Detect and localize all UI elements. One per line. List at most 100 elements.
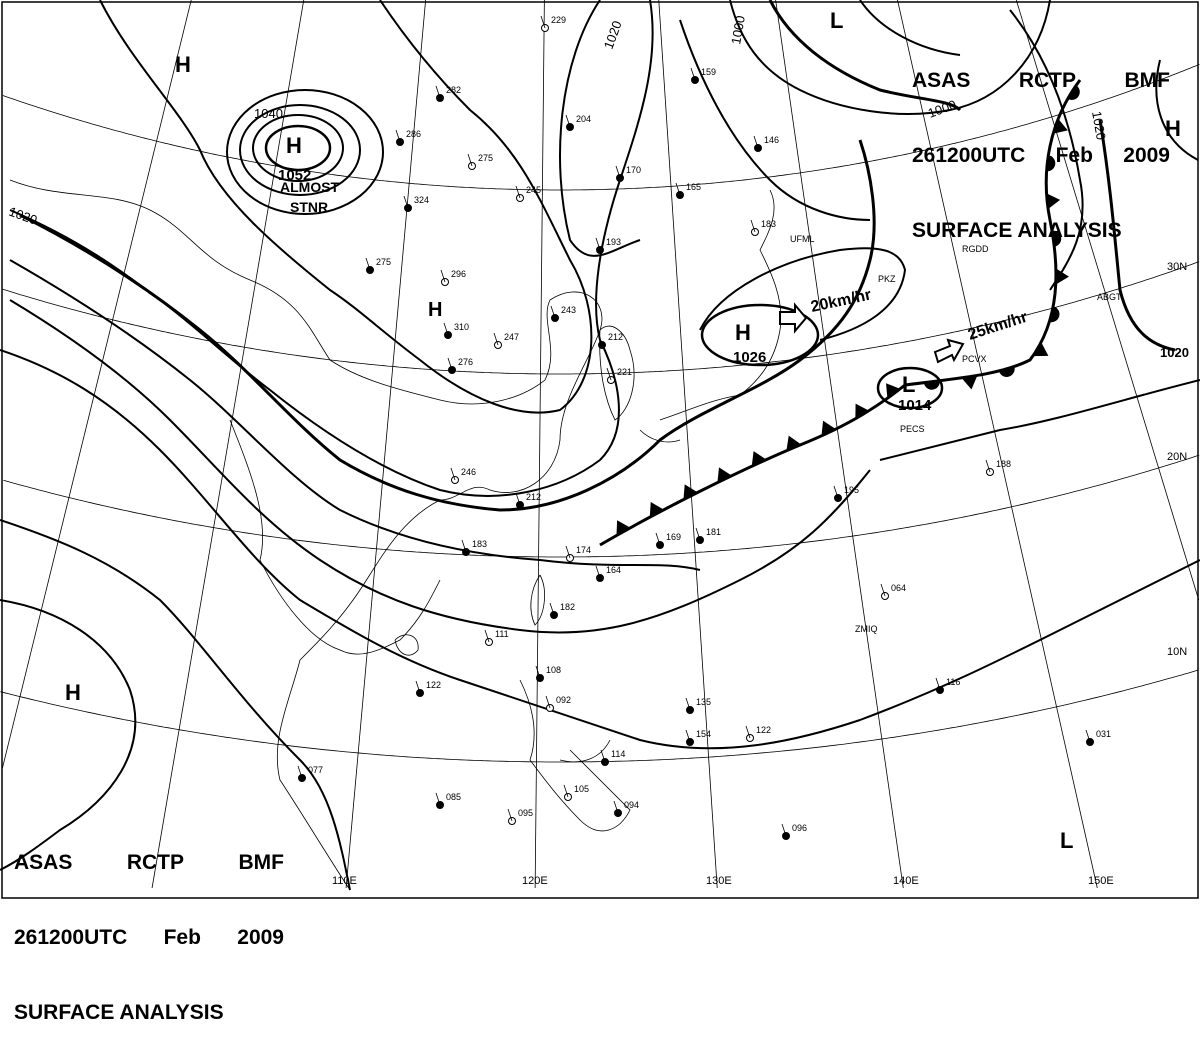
station-pressure: 324 xyxy=(414,195,429,205)
station-pressure: 275 xyxy=(478,153,493,163)
meridian-line xyxy=(151,0,305,889)
station-pressure: 310 xyxy=(454,322,469,332)
low-center-value: 1014 xyxy=(898,397,932,414)
front-triangle xyxy=(1055,268,1069,285)
station-plot: 195 xyxy=(833,485,859,502)
isobar-label-1020-east: 1020 xyxy=(1089,110,1109,141)
station-id-labels: UFML PKZ PCVX PECS RGDD ZMIQ ABGT xyxy=(790,234,1122,634)
station-pressure: 181 xyxy=(706,527,721,537)
cold-front-triangle xyxy=(855,403,870,419)
station-pressure: 183 xyxy=(761,219,776,229)
station-plot: 193 xyxy=(595,237,621,254)
wind-barb xyxy=(935,677,941,691)
station-pressure: 154 xyxy=(696,729,711,739)
map-canvas: 229 282 286 275 324 275 296 310 276 247 243 212 221 2… xyxy=(0,0,1200,899)
station-plot: 105 xyxy=(563,784,589,801)
station-id: ABGT xyxy=(1097,292,1122,302)
coastlines xyxy=(9,179,782,891)
wind-barb xyxy=(685,697,691,711)
station-pressure: 165 xyxy=(686,182,701,192)
wind-barb xyxy=(595,565,601,579)
high-center-symbol-nw: H xyxy=(175,52,191,77)
wind-barb xyxy=(880,583,886,597)
wind-barb xyxy=(565,114,571,128)
lat-label-10n: 10N xyxy=(1167,646,1187,658)
high-center-value: 1052 xyxy=(278,167,311,184)
wind-barb xyxy=(515,185,521,199)
isobar-1048 xyxy=(252,114,344,182)
station-plot: 182 xyxy=(549,602,575,619)
title-agency: ASAS xyxy=(912,69,971,92)
station-id: PECS xyxy=(900,424,925,434)
lat-label-30n: 30N xyxy=(1167,261,1187,273)
title-block-bottom-left: ASAS RCTP BMF 261200UTC Feb 2009 SURFACE ANA… xyxy=(14,800,284,1050)
lon-label-110e: 110E xyxy=(332,875,357,887)
wind-barb xyxy=(563,784,569,798)
warm-front-semicircle xyxy=(1049,306,1060,323)
lon-label-150e: 150E xyxy=(1088,875,1114,887)
warm-front xyxy=(904,79,1082,387)
station-pressure: 245 xyxy=(526,185,541,195)
wind-barb xyxy=(450,467,456,481)
station-pressure: 031 xyxy=(1096,729,1111,739)
meridian-line xyxy=(775,0,904,889)
station-plot: 114 xyxy=(600,749,625,766)
isobar xyxy=(0,349,1200,750)
station-pressure: 212 xyxy=(608,332,623,342)
cold-front-triangle xyxy=(786,435,802,451)
station-pressure: 085 xyxy=(446,792,461,802)
meridian-line xyxy=(1015,0,1200,601)
station-plot: 146 xyxy=(753,135,779,152)
coastline-korea xyxy=(599,325,635,421)
station-plot: 031 xyxy=(1085,729,1111,746)
station-plot: 296 xyxy=(440,269,466,286)
station-pressure: 146 xyxy=(764,135,779,145)
station-plot: 183 xyxy=(750,219,776,236)
station-id: ZMIQ xyxy=(855,624,878,634)
coastline-hainan xyxy=(394,634,419,656)
station-pressure: 164 xyxy=(606,565,621,575)
station-pressure: 095 xyxy=(518,808,533,818)
wind-barb xyxy=(675,182,681,196)
title-station: RCTP xyxy=(126,851,185,874)
station-plot: 122 xyxy=(745,725,771,742)
graticule-labels: 110E 120E 130E 140E 150E 30N 20N 10N xyxy=(332,261,1187,887)
station-id: RGDD xyxy=(962,244,989,254)
isobar xyxy=(9,0,654,497)
station-pressure: 182 xyxy=(560,602,575,612)
station-plot: 204 xyxy=(565,114,591,131)
isobar-1040 xyxy=(226,89,384,215)
wind-barb xyxy=(395,129,401,143)
wind-barb xyxy=(781,823,787,837)
station-plot: 275 xyxy=(467,153,493,170)
wind-barb xyxy=(615,165,621,179)
warm-front-semicircle xyxy=(998,366,1015,377)
wind-barb xyxy=(606,367,612,381)
wind-barb xyxy=(595,237,601,251)
wind-barb xyxy=(507,808,513,822)
station-plot: 122 xyxy=(415,680,441,697)
station-pressure: 122 xyxy=(756,725,771,735)
wind-barb xyxy=(600,749,606,763)
isobars xyxy=(0,0,1200,891)
isobar-1052 xyxy=(264,124,332,172)
front-triangle xyxy=(1046,193,1061,210)
wind-barb xyxy=(597,332,603,346)
wind-barb xyxy=(613,800,619,814)
isobar xyxy=(559,0,641,257)
station-pressure: 122 xyxy=(426,680,441,690)
isobar xyxy=(679,19,871,221)
fronts xyxy=(599,79,1082,547)
isobar-1014 xyxy=(876,366,944,410)
station-pressure: 159 xyxy=(701,67,716,77)
title-station: RCTP xyxy=(1018,69,1077,92)
station-plot: 275 xyxy=(365,257,391,274)
station-pressure: 243 xyxy=(561,305,576,315)
station-plot: 183 xyxy=(461,539,487,556)
isobar-1020 xyxy=(1098,119,1176,352)
station-pressure: 229 xyxy=(551,15,566,25)
cold-front-triangle xyxy=(616,520,631,536)
station-id: PCVX xyxy=(962,354,987,364)
station-pressure: 282 xyxy=(446,85,461,95)
meridian-line xyxy=(658,0,718,889)
